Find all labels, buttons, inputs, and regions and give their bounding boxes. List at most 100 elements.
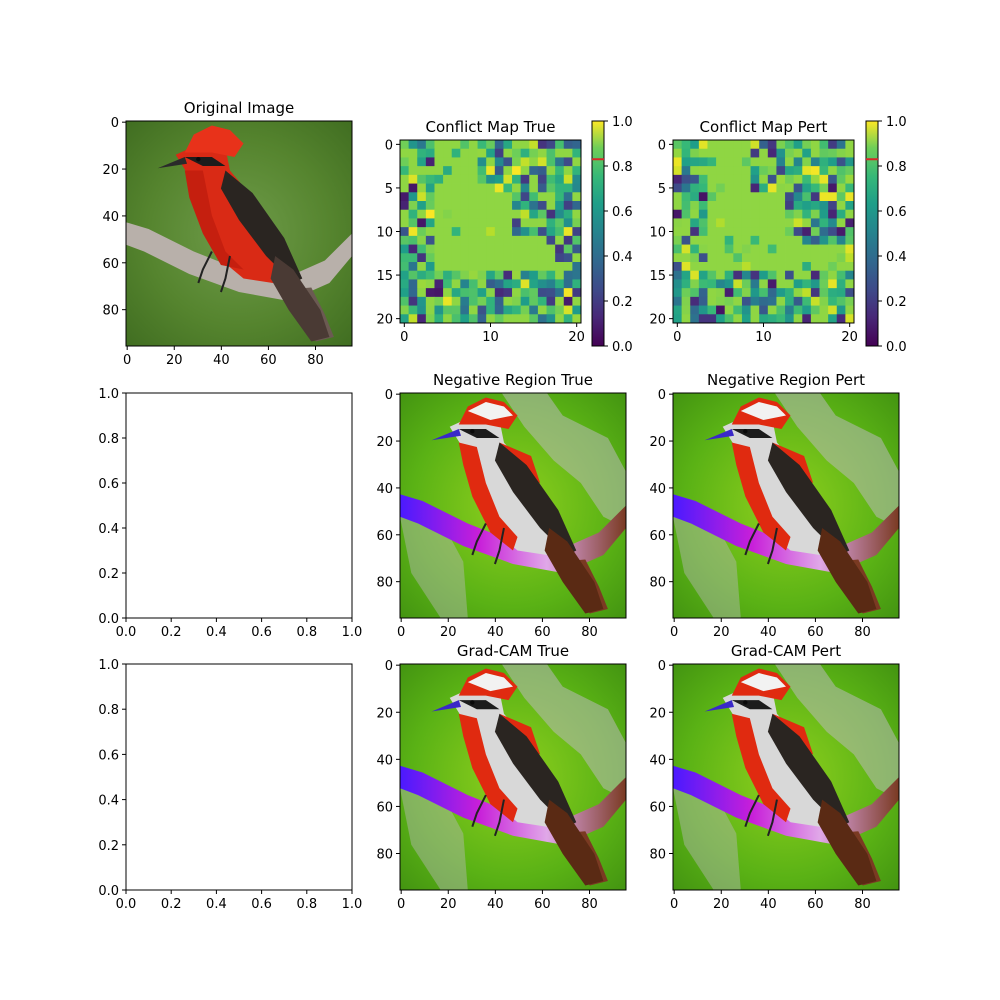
x-tick-label: 80	[581, 897, 598, 912]
heatmap-cell	[529, 166, 539, 176]
heatmap-cell	[434, 262, 444, 272]
heatmap-cell	[486, 253, 496, 263]
y-tick-label: 80	[376, 576, 393, 591]
heatmap-cell	[512, 174, 522, 184]
bird-tail	[817, 528, 877, 614]
y-tick-label: 80	[376, 848, 393, 863]
heatmap-cell	[750, 192, 760, 202]
heatmap-cell	[690, 296, 700, 306]
heatmap-cell	[417, 305, 427, 315]
heatmap-cell	[759, 235, 769, 245]
heatmap-cell	[707, 201, 717, 211]
overlay-region	[400, 501, 468, 618]
heatmap-cell	[828, 218, 838, 228]
bird-leg	[744, 794, 760, 828]
y-tick-label: 40	[102, 210, 119, 225]
heatmap-cell	[460, 140, 470, 150]
heatmap-cell	[776, 209, 786, 219]
heatmap-cell	[468, 140, 478, 150]
x-tick-label: 40	[760, 625, 777, 640]
heatmap-cell	[477, 253, 487, 263]
heatmap-cell	[819, 148, 829, 158]
heatmap-cell	[724, 157, 734, 167]
heatmap-cell	[802, 192, 812, 202]
heatmap-cell	[460, 288, 470, 298]
bird-eye-stripe	[184, 157, 226, 166]
heatmap-cell	[759, 140, 769, 150]
x-tick-label: 0.4	[206, 625, 227, 640]
heatmap-cell	[759, 288, 769, 298]
heatmap-cell	[681, 218, 691, 228]
heatmap-cell	[810, 279, 820, 289]
heatmap-cell	[537, 253, 547, 263]
heatmap-cell	[572, 235, 582, 245]
heatmap-cell	[434, 166, 444, 176]
heatmap-cell	[776, 183, 786, 193]
heatmap-cell	[741, 288, 751, 298]
x-tick-label: 0.8	[296, 897, 317, 912]
heatmap-cell	[503, 157, 513, 167]
heatmap-cell	[733, 314, 743, 324]
heatmap-cell	[408, 201, 418, 211]
heatmap-cell	[698, 157, 708, 167]
heatmap-cell	[477, 235, 487, 245]
heatmap-cell	[434, 244, 444, 254]
heatmap-cell	[793, 305, 803, 315]
heatmap-cell	[802, 166, 812, 176]
heatmap-cell	[716, 166, 726, 176]
heatmap-cell	[408, 270, 418, 280]
heatmap-cell	[537, 183, 547, 193]
heatmap-cell	[400, 279, 410, 289]
y-tick-label: 1.0	[98, 387, 119, 402]
heatmap-cell	[724, 201, 734, 211]
heatmap-cell	[417, 183, 427, 193]
heatmap-cell	[690, 148, 700, 158]
heatmap-cell	[503, 227, 513, 237]
heatmap-cell	[767, 253, 777, 263]
heatmap-cell	[673, 305, 683, 315]
heatmap-cell	[555, 209, 565, 219]
heatmap-cell	[836, 262, 846, 272]
heatmap-cell	[546, 270, 556, 280]
heatmap-cell	[767, 305, 777, 315]
heatmap-cell	[477, 157, 487, 167]
x-tick-label: 60	[807, 897, 824, 912]
heatmap-cell	[520, 253, 530, 263]
x-tick-label: 0.2	[161, 897, 182, 912]
heatmap-cell	[443, 201, 453, 211]
heatmap-cell	[486, 183, 496, 193]
y-tick-label: 0	[111, 116, 119, 131]
axes-frame	[399, 663, 627, 891]
heatmap-cell	[443, 253, 453, 263]
heatmap-cell	[555, 148, 565, 158]
heatmap-cell	[425, 140, 435, 150]
heatmap-cell	[690, 279, 700, 289]
heatmap-cell	[529, 209, 539, 219]
overlay-region	[673, 772, 741, 890]
heatmap-cell	[681, 201, 691, 211]
heatmap-cell	[707, 253, 717, 263]
bird-wing	[494, 442, 577, 555]
heatmap-cell	[690, 253, 700, 263]
heatmap-cell	[486, 305, 496, 315]
image-content	[400, 664, 626, 890]
heatmap-cell	[819, 227, 829, 237]
crest-overlay	[467, 402, 513, 420]
bird-tail	[544, 528, 604, 614]
heatmap-cell	[572, 201, 582, 211]
heatmap-cell	[673, 192, 683, 202]
y-tick-label: 5	[385, 182, 393, 197]
heatmap-cell	[546, 279, 556, 289]
heatmap-cell	[460, 201, 470, 211]
heatmap-cell	[486, 174, 496, 184]
heatmap-cell	[555, 244, 565, 254]
heatmap-cell	[698, 174, 708, 184]
bird-leg	[219, 255, 231, 293]
heatmap-cell	[468, 235, 478, 245]
heatmap-cell	[828, 201, 838, 211]
heatmap-cell	[468, 227, 478, 237]
y-tick-label: 60	[102, 257, 119, 272]
x-tick-label: 1.0	[342, 625, 363, 640]
heatmap-cell	[767, 262, 777, 272]
heatmap-cell	[546, 148, 556, 158]
